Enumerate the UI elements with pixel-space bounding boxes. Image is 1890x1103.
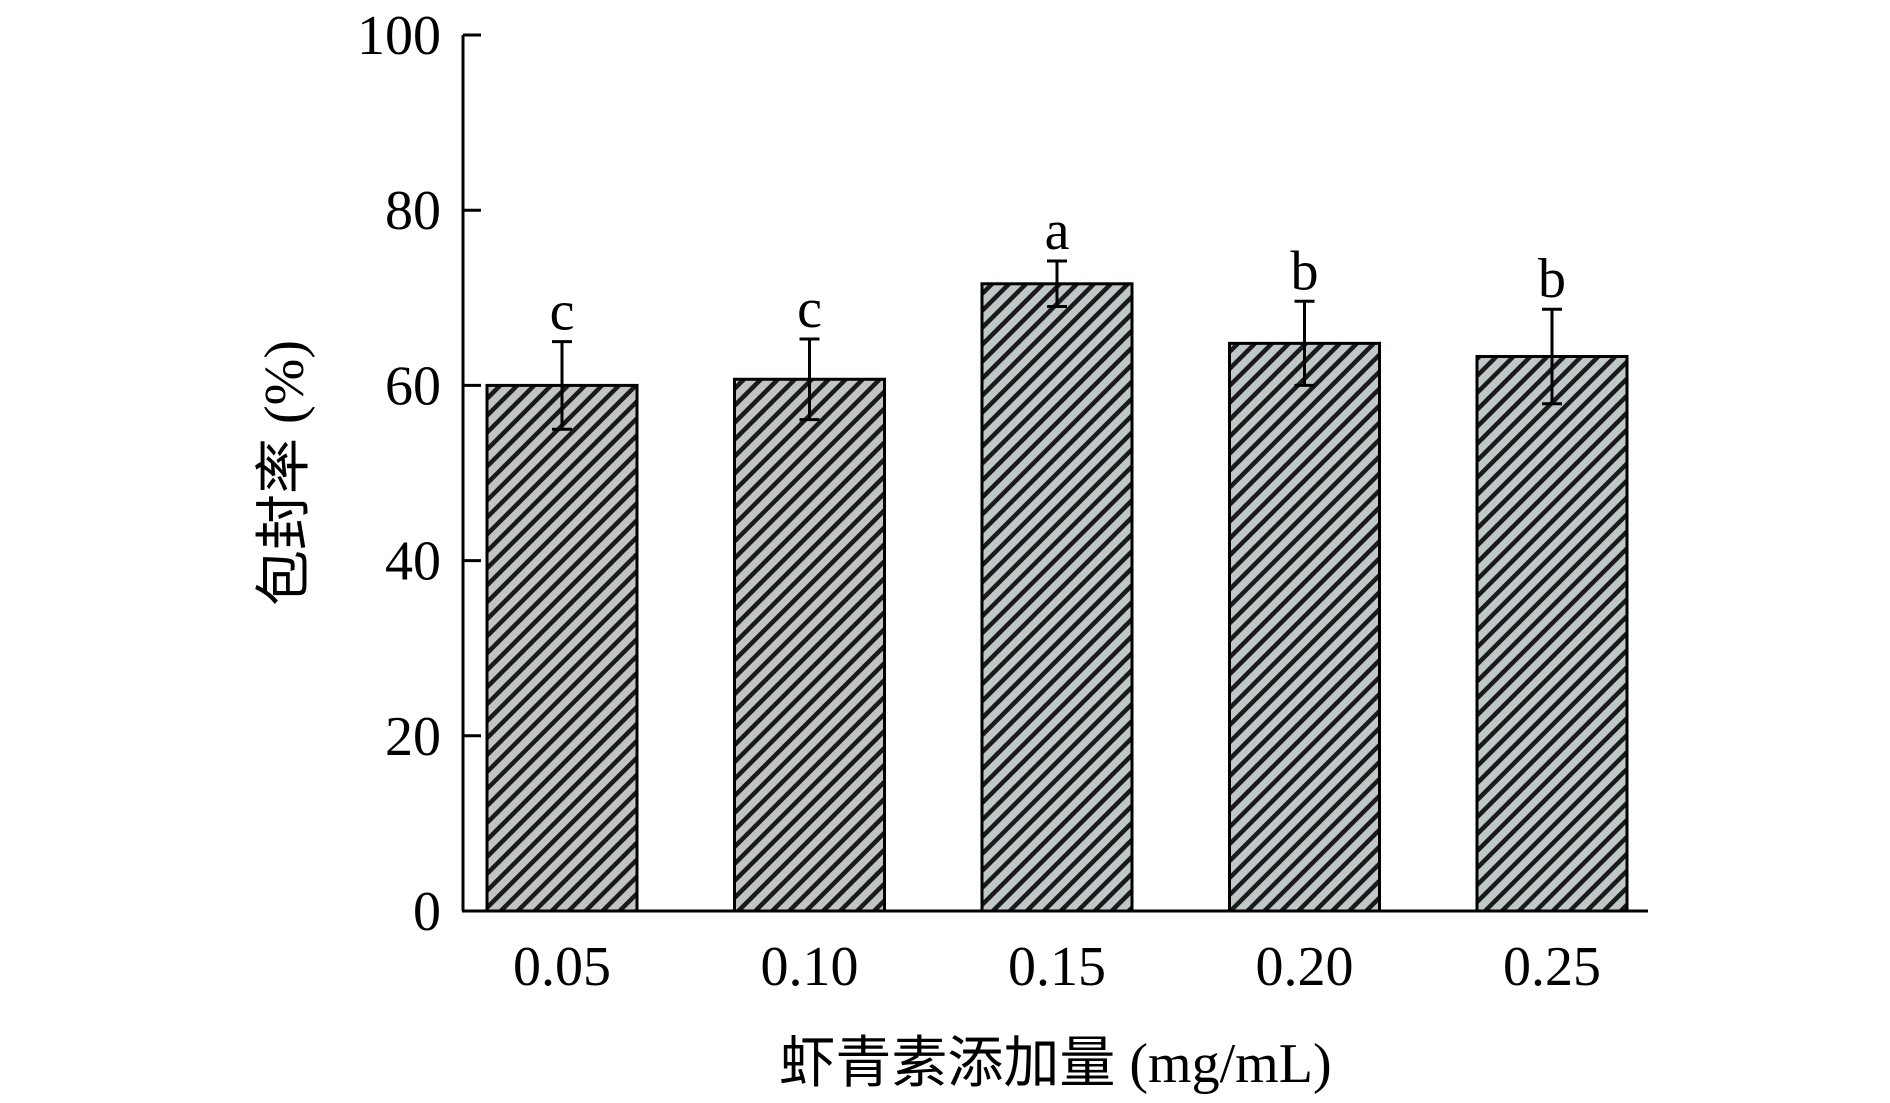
x-tick-label: 0.15 — [1008, 936, 1106, 998]
y-tick-label: 20 — [385, 706, 441, 768]
x-tick-label: 0.10 — [761, 936, 859, 998]
x-tick-label: 0.25 — [1503, 936, 1601, 998]
bar-0.20 — [1228, 341, 1381, 913]
labels: 0 20 40 60 80 100 c 0.05 c 0.10 a 0.15 b 0.20 b 0.25 虾青素… — [254, 5, 1601, 1095]
bar-0.05 — [485, 383, 639, 913]
significance-label: b — [1291, 240, 1319, 302]
significance-label: c — [797, 278, 822, 340]
bar-0.15 — [980, 282, 1134, 913]
x-axis-title: 虾青素添加量 (mg/mL) — [779, 1033, 1331, 1095]
significance-label: c — [550, 281, 575, 343]
significance-label: b — [1538, 248, 1566, 310]
significance-label: a — [1045, 200, 1070, 262]
bar-0.10 — [733, 377, 886, 913]
x-tick-label: 0.20 — [1256, 936, 1354, 998]
y-tick-label: 40 — [385, 531, 441, 593]
x-tick-label: 0.05 — [513, 936, 611, 998]
bars — [485, 259, 1629, 913]
y-tick-label: 60 — [385, 355, 441, 417]
bar-0.25 — [1475, 354, 1629, 913]
y-tick-label: 80 — [385, 180, 441, 242]
y-tick-label: 100 — [357, 5, 441, 67]
y-axis-title: 包封率 (%) — [254, 340, 316, 606]
y-tick-label: 0 — [413, 881, 441, 943]
